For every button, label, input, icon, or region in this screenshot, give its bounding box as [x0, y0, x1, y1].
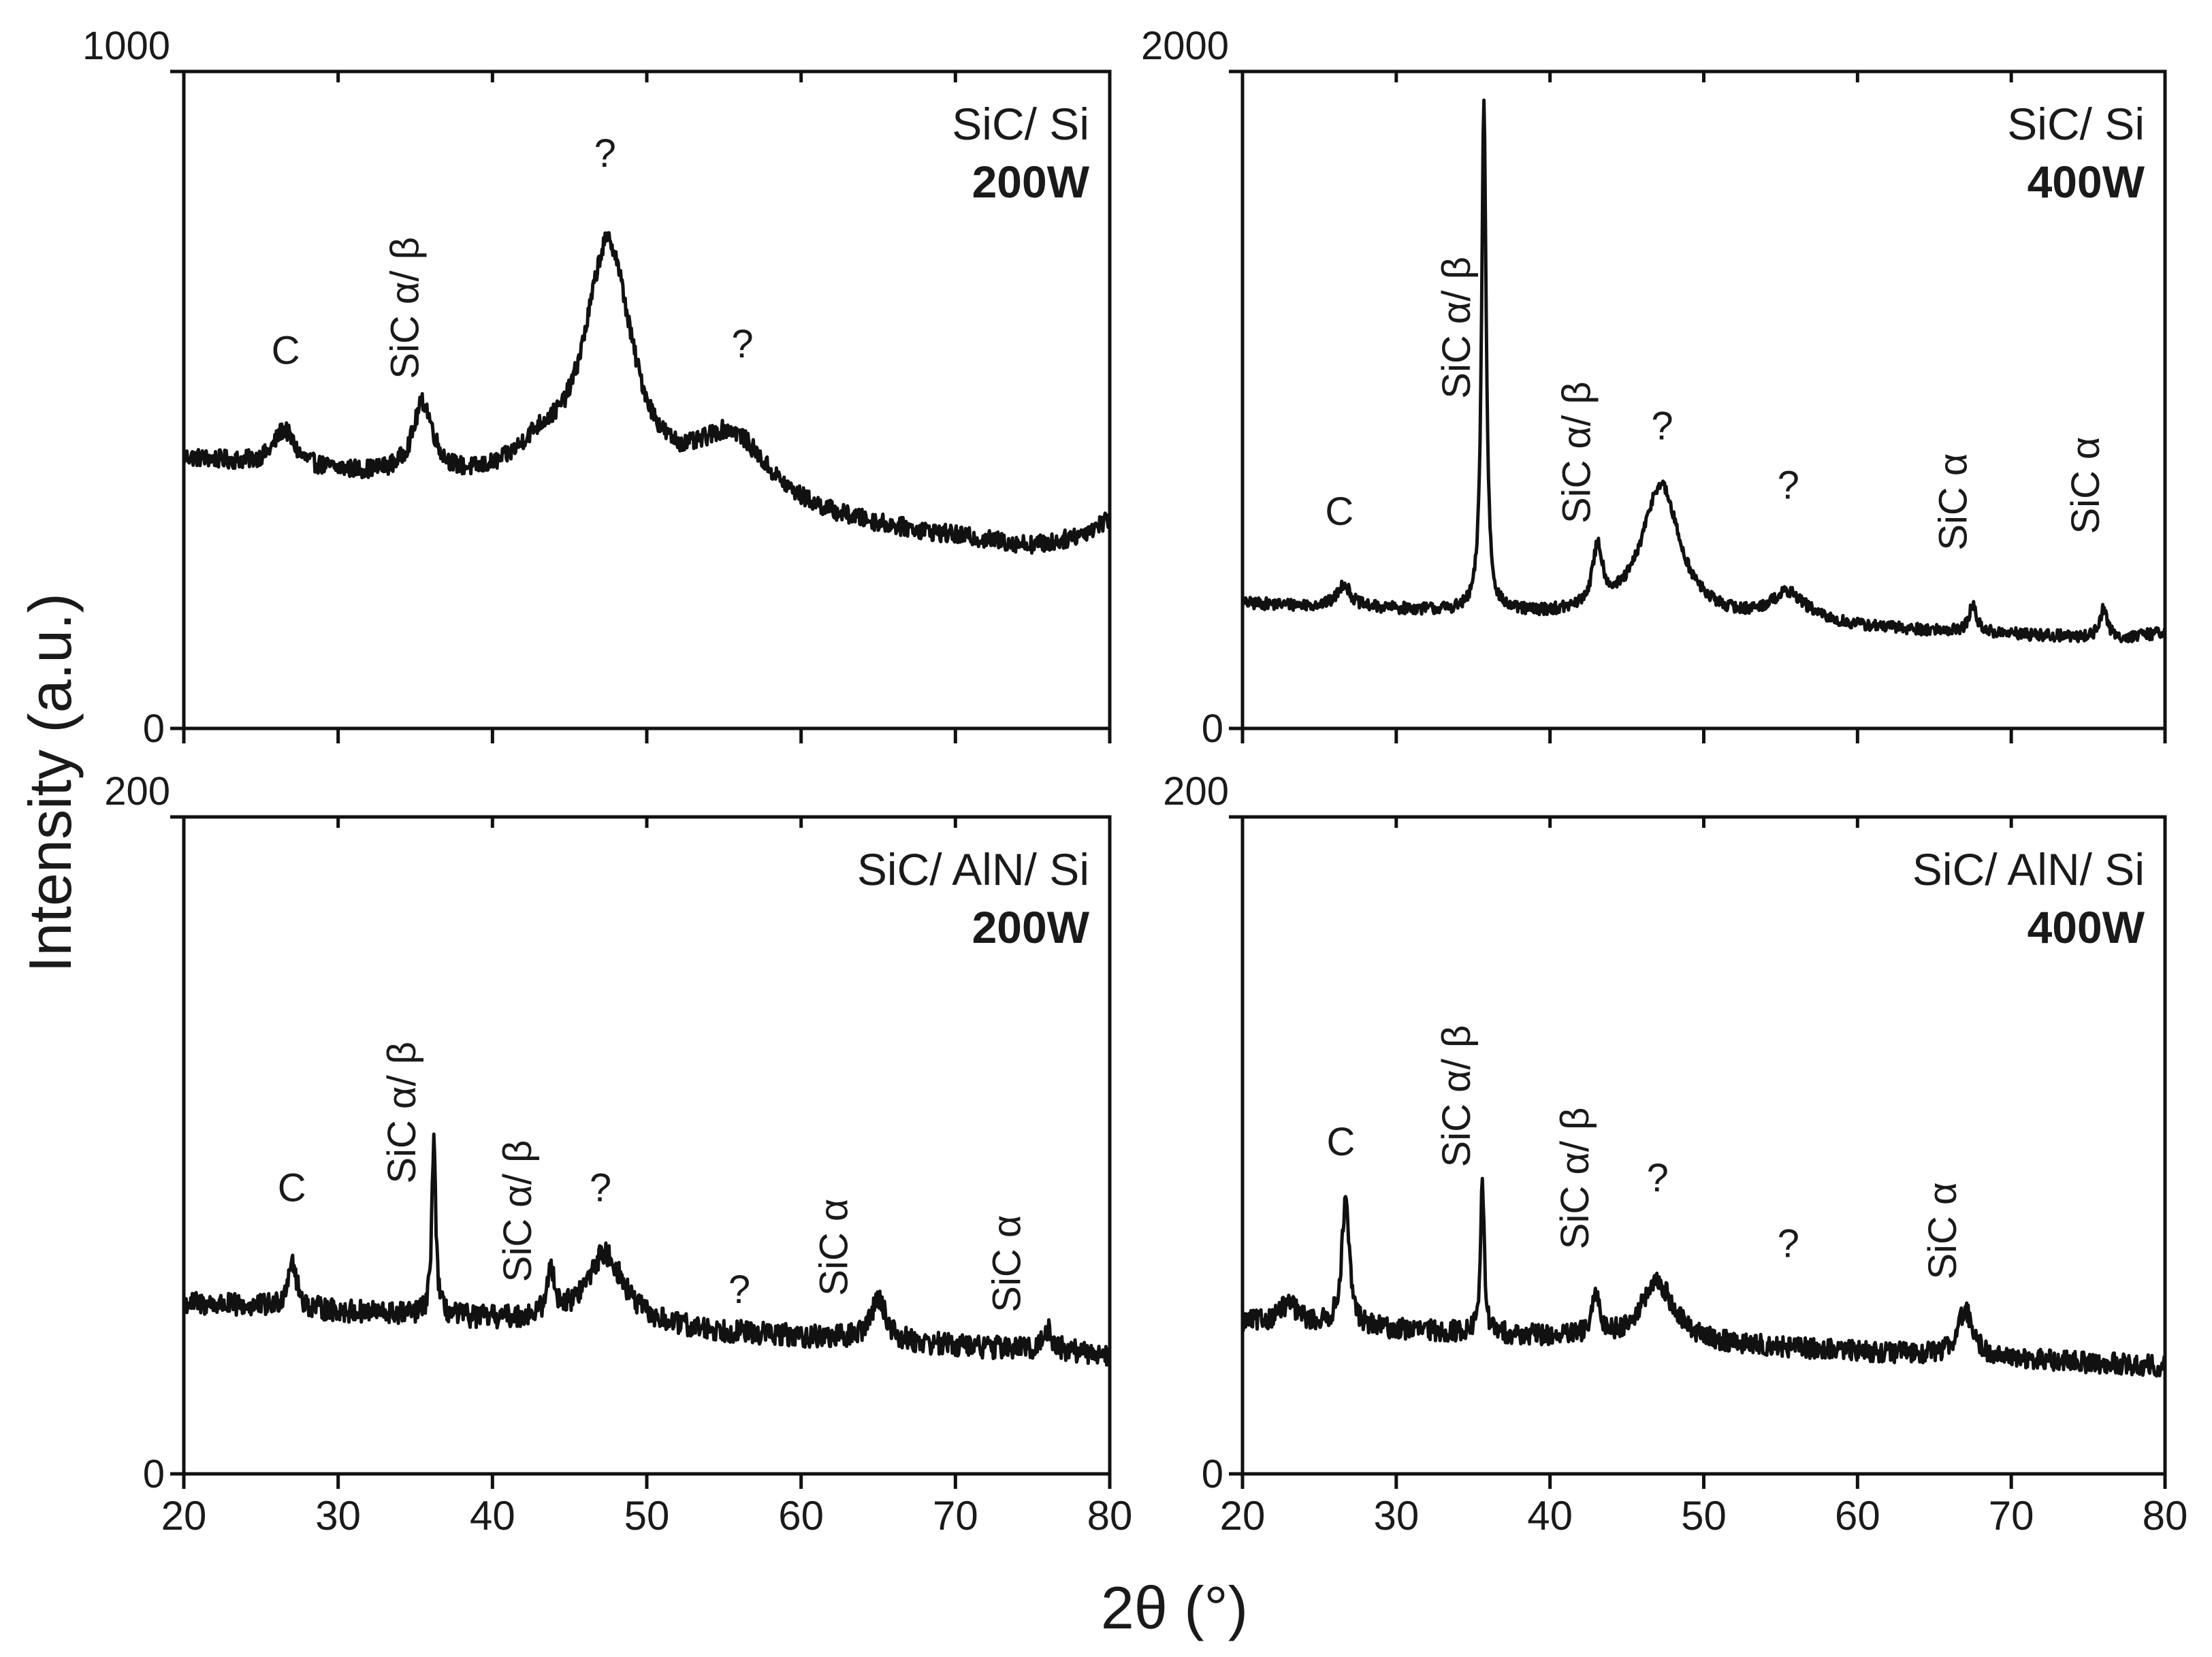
- y-tick-label-max: 1000: [82, 24, 170, 68]
- xrd-trace: [1240, 1176, 2167, 1378]
- peak-label: ?: [1647, 1156, 1669, 1200]
- peak-label: C: [272, 328, 300, 372]
- x-tick-label-60: 60: [778, 1493, 824, 1539]
- peak-label: ?: [731, 322, 753, 366]
- peak-label: SiC α: [812, 1199, 856, 1296]
- panel-power-label: 200W: [972, 902, 1090, 952]
- x-tick-label-30: 30: [1373, 1493, 1419, 1539]
- peak-label: C: [1325, 489, 1353, 534]
- panel-sample-label: SiC/ AlN/ Si: [857, 844, 1089, 895]
- peak-label: C: [1327, 1120, 1356, 1164]
- peak-label: SiC α: [985, 1215, 1029, 1313]
- chart-panel-top-left: 0 1000 C SiC α/ β?? SiC/ Si 200W: [82, 24, 1112, 751]
- panel-power-label: 400W: [2027, 902, 2145, 952]
- peak-label: SiC α/ β: [1554, 381, 1599, 524]
- y-tick-label-max: 2000: [1141, 24, 1229, 68]
- y-tick-label-max: 200: [104, 769, 170, 814]
- y-tick-label-min: 0: [143, 1452, 165, 1496]
- x-tick-label-80: 80: [1087, 1493, 1133, 1539]
- chart-panel-bottom-left: 20 30 40 50 60 70 80 0 200 C SiC α/ β SiC α/ β?? SiC…: [104, 769, 1132, 1539]
- x-tick-label-70: 70: [933, 1493, 978, 1539]
- y-axis-title: Intensity (a.u.): [16, 593, 84, 973]
- panel-sample-label: SiC/ Si: [952, 99, 1089, 149]
- x-tick-label-80: 80: [2143, 1493, 2188, 1539]
- y-tick-label-max: 200: [1163, 769, 1229, 814]
- x-tick-label-20: 20: [1220, 1493, 1266, 1539]
- peak-label: SiC α/ β: [380, 1042, 424, 1184]
- y-tick-label-min: 0: [1202, 1452, 1223, 1496]
- peak-label: SiC α/ β: [496, 1140, 540, 1283]
- peak-label: ?: [1778, 463, 1799, 507]
- xrd-trace: [1240, 98, 2167, 644]
- peak-label: ?: [594, 131, 616, 176]
- x-tick-label-40: 40: [470, 1493, 515, 1539]
- x-tick-label-30: 30: [315, 1493, 361, 1539]
- panel-sample-label: SiC/ Si: [2007, 99, 2145, 149]
- peak-label: SiC α/ β: [1553, 1107, 1597, 1249]
- peak-label: ?: [1651, 404, 1673, 448]
- x-tick-label-20: 20: [161, 1493, 207, 1539]
- peak-label: ?: [590, 1166, 611, 1210]
- peak-label: C: [278, 1166, 306, 1210]
- y-tick-label-min: 0: [143, 707, 165, 751]
- peak-label: SiC α/ β: [383, 237, 428, 379]
- x-tick-label-50: 50: [1681, 1493, 1727, 1539]
- peak-label: SiC α: [1921, 1182, 1965, 1279]
- peak-label: SiC α/ β: [1434, 1025, 1479, 1168]
- xrd-trace: [182, 1132, 1112, 1367]
- peak-label: ?: [1778, 1222, 1799, 1266]
- chart-panel-top-right: 0 2000 C SiC α/ β SiC α/ β?? SiC α SiC α SiC/ S…: [1141, 24, 2167, 751]
- plot-frame: [182, 815, 1112, 1476]
- panel-power-label: 200W: [972, 157, 1090, 207]
- x-tick-label-40: 40: [1527, 1493, 1573, 1539]
- panel-sample-label: SiC/ AlN/ Si: [1912, 844, 2145, 895]
- xrd-trace: [182, 231, 1112, 555]
- y-tick-label-min: 0: [1202, 707, 1223, 751]
- peak-label: SiC α: [1932, 453, 1976, 551]
- panel-power-label: 400W: [2027, 157, 2145, 207]
- x-tick-label-50: 50: [624, 1493, 670, 1539]
- chart-panel-bottom-right: 20 30 40 50 60 70 80 0 200 C SiC α/ β SiC α/ β?? SiC…: [1163, 769, 2187, 1539]
- peak-label: ?: [728, 1268, 750, 1312]
- peak-label: SiC α/ β: [1434, 257, 1479, 399]
- x-tick-label-60: 60: [1835, 1493, 1880, 1539]
- x-axis-title: 2θ (°): [1101, 1574, 1248, 1641]
- peak-label: SiC α: [2064, 436, 2108, 534]
- x-tick-label-70: 70: [1989, 1493, 2034, 1539]
